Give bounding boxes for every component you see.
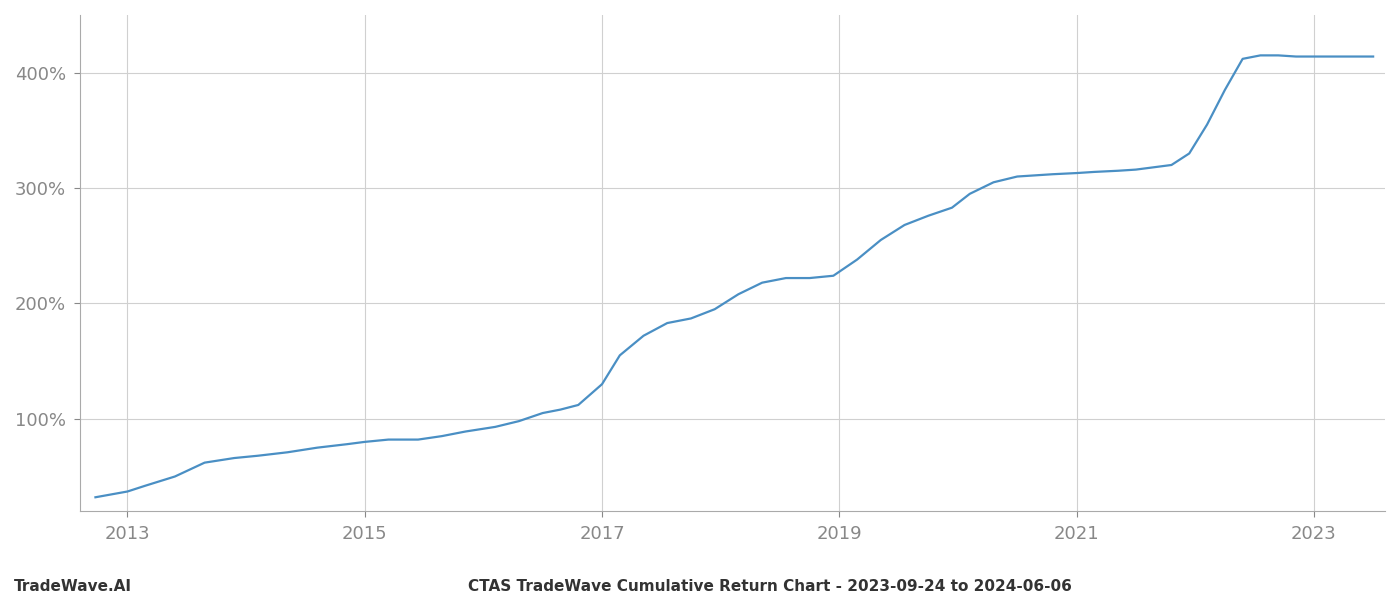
- Text: TradeWave.AI: TradeWave.AI: [14, 579, 132, 594]
- Text: CTAS TradeWave Cumulative Return Chart - 2023-09-24 to 2024-06-06: CTAS TradeWave Cumulative Return Chart -…: [468, 579, 1072, 594]
